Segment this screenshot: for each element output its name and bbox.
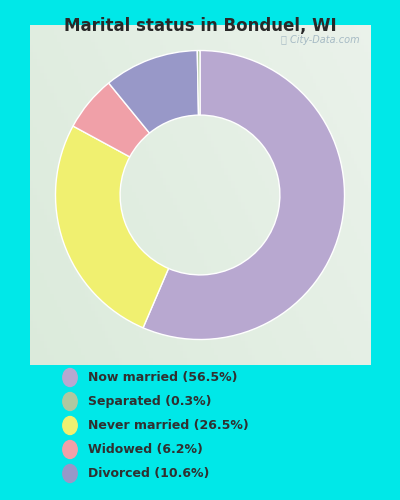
Wedge shape [73, 83, 150, 157]
Wedge shape [109, 50, 198, 133]
Text: Separated (0.3%): Separated (0.3%) [88, 395, 212, 408]
Wedge shape [56, 126, 168, 328]
Text: ⓘ City-Data.com: ⓘ City-Data.com [281, 35, 360, 45]
Text: Marital status in Bonduel, WI: Marital status in Bonduel, WI [64, 17, 336, 35]
Text: Widowed (6.2%): Widowed (6.2%) [88, 443, 203, 456]
Wedge shape [143, 50, 344, 340]
Text: Never married (26.5%): Never married (26.5%) [88, 419, 249, 432]
Text: Divorced (10.6%): Divorced (10.6%) [88, 467, 209, 480]
Wedge shape [197, 50, 200, 115]
Text: Now married (56.5%): Now married (56.5%) [88, 371, 238, 384]
